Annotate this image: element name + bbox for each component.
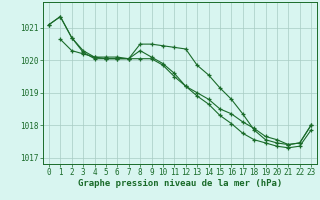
X-axis label: Graphe pression niveau de la mer (hPa): Graphe pression niveau de la mer (hPa): [78, 179, 282, 188]
